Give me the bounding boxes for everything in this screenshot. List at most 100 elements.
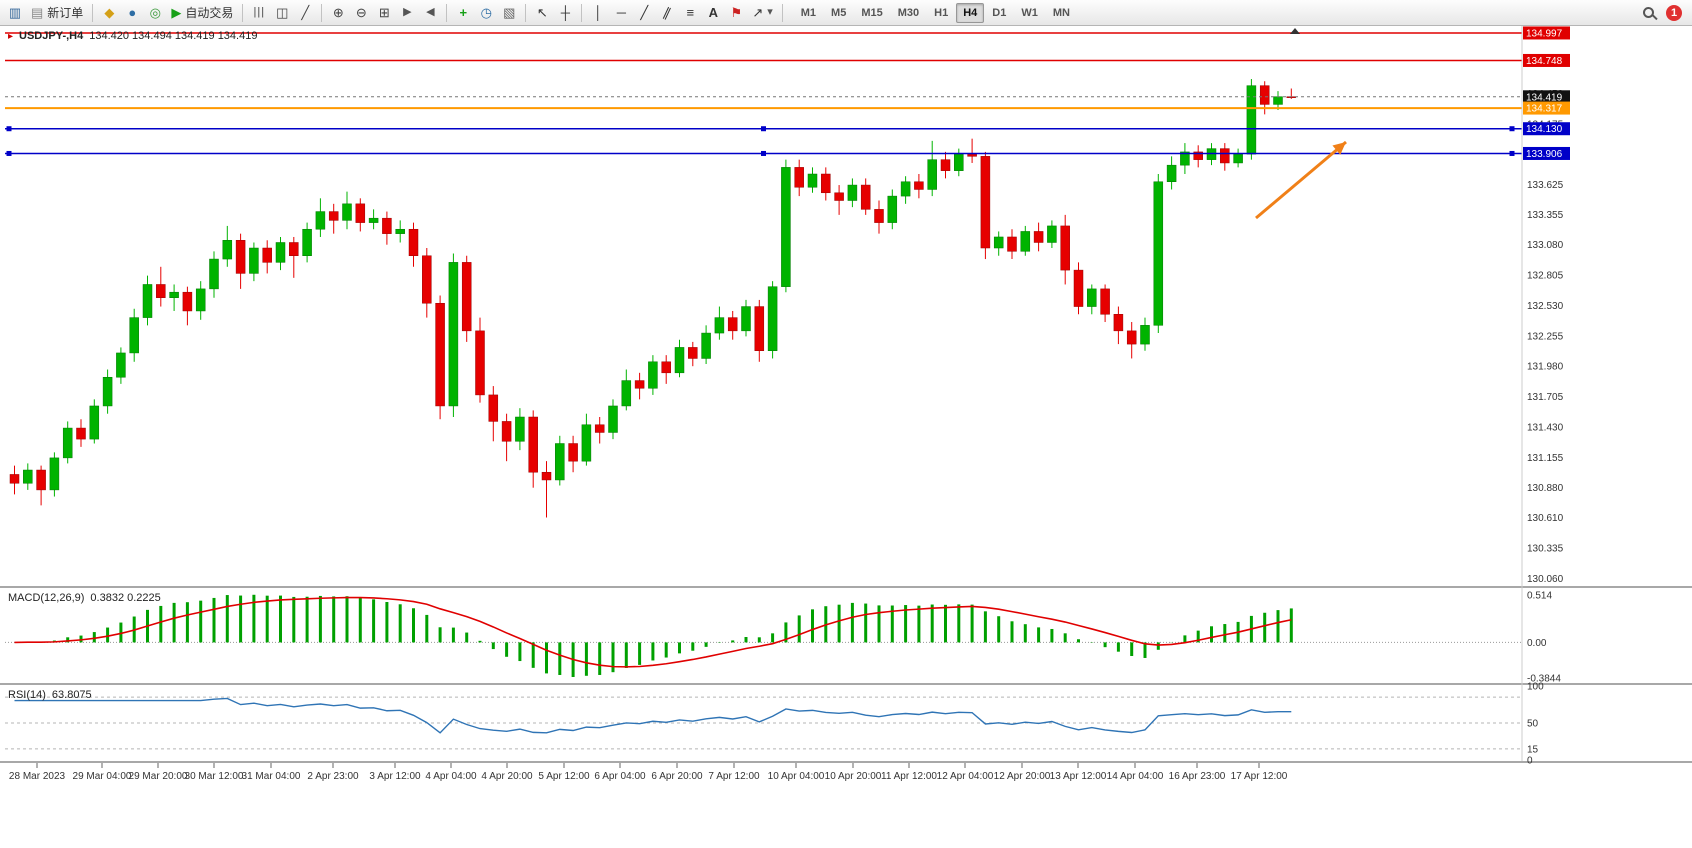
svg-text:132.530: 132.530: [1527, 301, 1564, 312]
svg-text:134.419: 134.419: [1526, 92, 1563, 103]
periods-button[interactable]: ◷: [475, 2, 497, 24]
svg-text:131.430: 131.430: [1527, 422, 1564, 433]
toolbar-separator: [92, 3, 94, 22]
trend-arrow[interactable]: [1255, 140, 1347, 220]
toolbar-separator: [242, 3, 244, 22]
bar-chart-type-button[interactable]: |||: [248, 2, 270, 24]
svg-text:130.335: 130.335: [1527, 543, 1564, 554]
zoom-in-icon: ⊕: [332, 5, 344, 20]
svg-text:132.255: 132.255: [1527, 331, 1564, 342]
text-icon: A: [708, 5, 719, 20]
toolbar-separator: [781, 3, 783, 22]
svg-text:28 Mar 2023: 28 Mar 2023: [9, 771, 66, 782]
panel-separator[interactable]: [0, 683, 1692, 685]
channel-tool-button[interactable]: ∥: [656, 2, 678, 24]
timeframe-m30-button[interactable]: M30: [897, 6, 920, 19]
notification-badge[interactable]: 1: [1666, 4, 1682, 21]
chart-canvas[interactable]: 135.000134.725134.450134.175133.900133.6…: [0, 26, 1692, 790]
autotrading-button[interactable]: ▶ 自动交易: [167, 2, 237, 24]
svg-text:134.997: 134.997: [1526, 28, 1563, 39]
svg-text:16 Apr 23:00: 16 Apr 23:00: [1169, 771, 1226, 782]
svg-text:131.705: 131.705: [1527, 392, 1564, 403]
price-level-label: [1523, 101, 1570, 115]
tile-windows-icon: ⊞: [378, 5, 390, 20]
price-level-label: [1523, 146, 1570, 160]
svg-text:10 Apr 20:00: 10 Apr 20:00: [825, 771, 882, 782]
svg-text:133.625: 133.625: [1527, 180, 1564, 191]
price-level-label: [1523, 122, 1570, 136]
svg-text:130.880: 130.880: [1527, 483, 1564, 494]
svg-text:0: 0: [1527, 756, 1533, 767]
toolbar-separator: [581, 3, 583, 22]
svg-text:134.130: 134.130: [1526, 124, 1563, 135]
svg-text:134.748: 134.748: [1526, 56, 1563, 67]
zoom-in-button[interactable]: ⊕: [327, 2, 349, 24]
svg-text:31 Mar 04:00: 31 Mar 04:00: [242, 771, 301, 782]
zoom-out-button[interactable]: ⊖: [350, 2, 372, 24]
templates-button[interactable]: ▧: [498, 2, 520, 24]
timeframe-h4-button[interactable]: H4: [956, 2, 985, 23]
indicators-add-icon: +: [459, 5, 468, 20]
chart-shift-button[interactable]: ◀: [419, 2, 441, 24]
timeframe-d1-button[interactable]: D1: [992, 6, 1007, 19]
svg-text:30 Mar 12:00: 30 Mar 12:00: [185, 771, 244, 782]
toolbar-separator: [525, 3, 527, 22]
svg-text:7 Apr 12:00: 7 Apr 12:00: [708, 771, 760, 782]
svg-text:4 Apr 20:00: 4 Apr 20:00: [481, 771, 533, 782]
timeframe-m15-button[interactable]: M15: [861, 6, 883, 19]
auto-scroll-button[interactable]: ▶: [396, 2, 418, 24]
search-button[interactable]: [1637, 2, 1659, 24]
svg-text:13 Apr 12:00: 13 Apr 12:00: [1050, 771, 1107, 782]
candlestick-type-button[interactable]: ◫: [271, 2, 293, 24]
search-magnifier-icon: [1642, 7, 1654, 18]
profile-icon: ◆: [104, 5, 115, 20]
svg-text:4 Apr 04:00: 4 Apr 04:00: [425, 771, 477, 782]
panel-separator[interactable]: [0, 761, 1692, 763]
tile-windows-button[interactable]: ⊞: [373, 2, 395, 24]
vertical-line-tool-button[interactable]: │: [587, 2, 609, 24]
svg-text:6 Apr 04:00: 6 Apr 04:00: [594, 771, 646, 782]
arrows-tool-button[interactable]: ↗ ▾: [748, 2, 776, 24]
svg-text:133.355: 133.355: [1527, 210, 1564, 221]
svg-text:11 Apr 12:00: 11 Apr 12:00: [881, 771, 937, 782]
svg-text:5 Apr 12:00: 5 Apr 12:00: [538, 771, 590, 782]
navigator-button[interactable]: ◎: [144, 2, 166, 24]
horizontal-line-icon: ─: [616, 5, 626, 20]
new-order-button[interactable]: ▤ 新订单: [27, 2, 87, 24]
new-order-icon: ▤: [31, 5, 44, 20]
crosshair-tool-button[interactable]: ┼: [554, 2, 576, 24]
text-tool-button[interactable]: A: [702, 2, 724, 24]
new-chart-button[interactable]: ▥: [4, 2, 26, 24]
toolbar-separator: [446, 3, 448, 22]
cursor-tool-button[interactable]: ↖: [531, 2, 553, 24]
timeframe-toolbar: M1 M5 M15 M30 H1 H4 D1 W1 MN: [794, 2, 1077, 23]
timeframe-m1-button[interactable]: M1: [800, 6, 817, 19]
svg-text:130.610: 130.610: [1527, 513, 1564, 524]
horizontal-line-tool-button[interactable]: ─: [610, 2, 632, 24]
shift-marker-icon[interactable]: [1290, 28, 1300, 34]
vertical-line-icon: │: [594, 5, 603, 20]
timeframe-m5-button[interactable]: M5: [831, 6, 847, 19]
svg-text:14 Apr 04:00: 14 Apr 04:00: [1107, 771, 1164, 782]
trendline-tool-button[interactable]: ╱: [633, 2, 655, 24]
autotrading-label: 自动交易: [185, 6, 234, 20]
panel-separator[interactable]: [0, 586, 1692, 588]
bar-chart-icon: |||: [253, 6, 266, 18]
svg-text:29 Mar 04:00: 29 Mar 04:00: [73, 771, 132, 782]
svg-text:134.317: 134.317: [1526, 104, 1563, 115]
fibonacci-icon: ≡: [686, 5, 695, 20]
svg-text:-0.3844: -0.3844: [1527, 673, 1561, 684]
timeframe-w1-button[interactable]: W1: [1021, 6, 1038, 19]
timeframe-h1-button[interactable]: H1: [934, 6, 949, 19]
candlestick-series: [9, 79, 1297, 518]
price-level-label: [1523, 53, 1570, 67]
fibonacci-tool-button[interactable]: ≡: [679, 2, 701, 24]
indicators-button[interactable]: +: [452, 2, 474, 24]
line-chart-type-button[interactable]: ╱: [294, 2, 316, 24]
market-watch-button[interactable]: ●: [121, 2, 143, 24]
label-tool-button[interactable]: ⚑: [725, 2, 747, 24]
macd-histogram: [26, 594, 1293, 678]
timeframe-mn-button[interactable]: MN: [1052, 6, 1070, 19]
profile-button[interactable]: ◆: [98, 2, 120, 24]
